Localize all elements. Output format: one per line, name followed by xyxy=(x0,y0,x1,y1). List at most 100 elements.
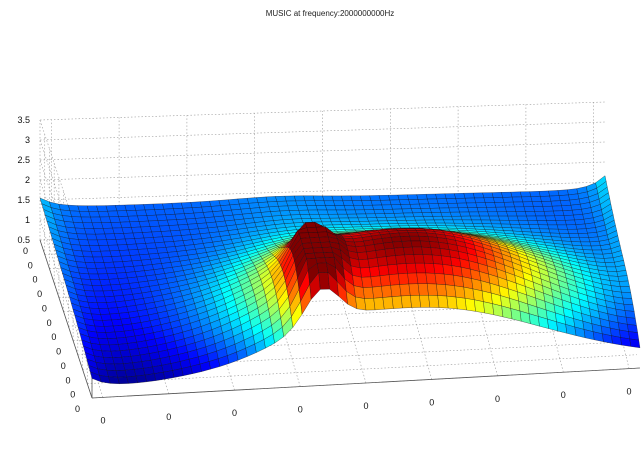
surface-patch xyxy=(412,246,424,255)
surface-patch xyxy=(483,197,495,203)
z-tick-labels: 0.5 1 1.5 2 2.5 3 3.5 xyxy=(17,115,30,245)
surface-patch xyxy=(369,223,382,227)
surface-patch xyxy=(135,374,148,383)
surface-patch xyxy=(508,220,520,225)
surface-patch xyxy=(564,219,577,226)
surface-patch xyxy=(105,267,117,274)
surface-patch xyxy=(275,195,287,202)
surface-patch xyxy=(607,271,619,277)
surface-patch xyxy=(567,229,579,234)
surface-patch xyxy=(392,208,404,214)
surface-patch xyxy=(624,310,636,319)
surface-patch xyxy=(294,195,306,202)
surface-patch xyxy=(556,224,568,230)
surface-patch xyxy=(511,196,524,203)
surface-patch xyxy=(429,207,442,213)
surface-patch xyxy=(333,200,345,206)
surface-patch xyxy=(195,217,207,224)
surface-patch xyxy=(103,325,116,333)
surface-patch xyxy=(179,229,192,236)
surface-patch xyxy=(501,191,513,198)
surface-patch xyxy=(317,209,329,215)
surface-patch xyxy=(306,205,318,211)
surface-patch xyxy=(406,230,418,233)
surface-patch xyxy=(210,205,223,212)
surface-patch xyxy=(403,246,415,256)
surface-patch xyxy=(381,204,393,210)
surface-patch xyxy=(112,227,124,234)
surface-patch xyxy=(257,201,270,208)
surface-patch xyxy=(455,296,467,311)
surface-patch xyxy=(159,225,171,232)
surface-patch xyxy=(562,210,574,216)
surface-patch xyxy=(248,202,260,209)
surface-patch xyxy=(334,205,346,211)
surface-patch xyxy=(389,199,401,205)
surface-patch xyxy=(377,220,390,225)
surface-patch xyxy=(292,218,304,224)
surface-patch xyxy=(622,297,634,305)
surface-patch xyxy=(486,207,498,212)
surface-patch xyxy=(191,206,204,214)
surface-patch xyxy=(270,210,282,217)
surface-patch xyxy=(102,256,114,263)
surface-patch xyxy=(526,215,538,221)
surface-patch xyxy=(375,249,387,258)
surface-patch xyxy=(398,232,410,237)
surface-patch xyxy=(187,223,199,230)
surface-patch xyxy=(228,198,240,206)
surface-patch xyxy=(478,211,490,217)
surface-patch xyxy=(114,266,127,274)
surface-patch xyxy=(362,287,374,299)
x-tick-label: 0 xyxy=(298,405,303,415)
y-tick-label: 0 xyxy=(66,375,71,385)
surface-patch xyxy=(576,228,588,234)
surface-patch xyxy=(435,222,447,226)
surface-patch xyxy=(116,337,128,345)
surface-patch xyxy=(144,373,157,382)
surface-patch xyxy=(369,195,381,201)
surface-patch xyxy=(108,344,121,352)
surface-patch xyxy=(105,331,117,339)
surface-patch xyxy=(97,273,110,280)
surface-patch xyxy=(382,209,395,214)
surface-patch xyxy=(116,272,128,279)
surface-patch xyxy=(143,203,155,211)
surface-patch xyxy=(408,283,420,296)
surface-patch xyxy=(534,211,546,217)
surface-patch xyxy=(447,203,459,209)
surface-patch xyxy=(109,216,121,223)
surface-patch xyxy=(101,222,113,229)
surface-patch xyxy=(99,279,111,286)
surface-patch xyxy=(152,203,165,210)
surface-patch xyxy=(461,219,474,224)
surface-patch xyxy=(436,283,447,297)
surface-patch xyxy=(629,338,641,349)
surface-patch xyxy=(153,236,165,243)
surface-patch xyxy=(399,283,411,297)
surface-patch xyxy=(160,230,173,237)
x-tick-label: 0 xyxy=(100,415,105,425)
surface-patch xyxy=(372,286,383,299)
surface-patch xyxy=(495,206,507,212)
x-tick-label: 0 xyxy=(166,412,171,422)
surface-patch xyxy=(84,228,96,235)
surface-patch xyxy=(398,199,411,205)
surface-patch xyxy=(318,236,330,243)
surface-patch xyxy=(174,213,187,220)
surface-patch xyxy=(440,212,452,217)
surface-patch xyxy=(378,264,390,276)
surface-patch xyxy=(603,257,615,263)
surface-patch xyxy=(98,245,111,252)
surface-patch xyxy=(122,260,134,268)
surface-patch xyxy=(176,218,188,226)
surface-patch xyxy=(530,228,542,233)
surface-patch xyxy=(325,205,337,211)
surface-patch xyxy=(362,205,375,210)
surface-patch xyxy=(451,265,463,277)
surface-patch xyxy=(95,233,107,241)
surface-patch xyxy=(125,271,138,279)
surface-patch xyxy=(401,208,413,214)
surface-patch xyxy=(533,206,545,212)
surface-patch xyxy=(544,215,557,221)
